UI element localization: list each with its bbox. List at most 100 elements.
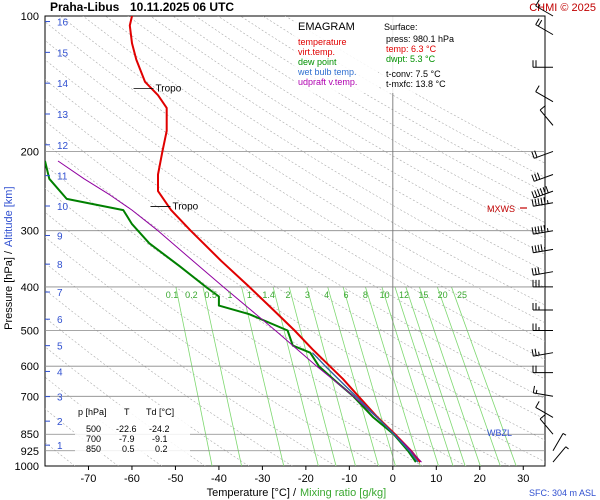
mxws-label: MXWS [487,204,515,214]
mixing-ratio-label: 1 [227,290,232,300]
wind-barb-feather [546,200,549,204]
legend-title: EMAGRAM [298,21,355,33]
altitude-tick-label: 10 [57,202,69,213]
sfc-label: SFC: 304 m ASL [529,488,596,498]
wind-barb [552,433,567,452]
wind-barb-feather [534,150,538,158]
dry-adiabat [45,21,545,342]
wind-barb [535,18,554,36]
temp-tick-label: -70 [81,473,97,485]
mixing-ratio-line [405,286,466,466]
mixing-ratio-line [436,286,501,466]
mixing-ratio-label: 12 [399,290,409,300]
wind-barb-feather [544,247,546,251]
altitude-tick-label: 4 [57,367,63,378]
mixing-ratio-label: 3 [305,290,310,300]
wind-barb [531,186,554,199]
wind-barb-staff [534,150,554,159]
mixing-ratio-label: 25 [457,290,467,300]
legend-wet-bulb: wet bulb temp. [297,67,357,77]
wind-barb [531,348,554,357]
wind-barb-feather [534,245,537,253]
wind-barb [552,446,569,463]
mixing-ratio-label: 1 [247,290,252,300]
legend-dew-point: dew point [298,57,337,67]
wind-barb-feather [543,225,546,233]
table-cell: 0.5 [122,444,135,454]
mixing-ratio-label: 2 [285,290,290,300]
pressure-tick-label: 100 [21,11,39,23]
wind-barb-staff [539,418,554,435]
time-title: 10.11.2025 06 UTC [130,0,234,14]
altitude-tick-label: 9 [57,231,63,242]
surface-tconv: t-conv: 7.5 °C [386,69,441,79]
wind-barb-feather [531,349,534,357]
mixing-ratio-label: 20 [438,290,448,300]
wind-barb-feather [531,174,535,182]
wind-barb-feather [531,199,534,207]
station-title: Praha-Libus [50,0,120,14]
wbzl-label: WBZL [487,428,512,438]
altitude-tick-label: 11 [57,172,68,183]
mixing-ratio-line [419,286,481,466]
wind-barb-feather [562,433,567,436]
wind-barb-feather [534,267,537,275]
wind-barb [532,385,554,397]
wind-barb-feather [537,244,540,252]
table-header-t: T [124,407,130,417]
wind-barb-feather [539,414,546,420]
wind-barb-feather [532,385,536,393]
mixing-ratio-line [175,286,213,466]
dry-adiabat [45,211,423,466]
mixing-ratio-label: 0.5 [204,290,217,300]
temp-tick-label: 10 [430,473,442,485]
wind-barb-feather [535,0,540,7]
altitude-tick-label: 3 [57,393,63,404]
mixing-ratio-line [202,286,242,466]
mixing-ratio-line [288,286,337,466]
legend-temperature: temperature [298,37,347,47]
wind-barb [539,414,554,435]
wind-barb [532,60,553,68]
table-cell: -9.1 [152,434,168,444]
dry-adiabat [60,16,545,324]
mixing-ratio-line [342,286,396,466]
tropopause-label: Tropo [156,84,182,95]
temp-tick-label: -20 [298,473,314,485]
wind-barb-staff [534,190,554,199]
surface-temp: temp: 6.3 °C [386,44,437,54]
surface-dwpt: dwpt: 5.3 °C [386,54,436,64]
wind-barb-staff [533,392,554,397]
temp-tick-label: 20 [474,473,486,485]
altitude-tick-label: 7 [57,288,63,299]
pressure-tick-label: 700 [21,391,39,403]
wind-barb-feather [535,18,540,25]
wind-barb-feather [531,268,534,276]
dry-adiabat [150,16,545,255]
table-cell: 700 [86,434,101,444]
y-axis-title: Pressure [hPa] / [3,250,15,330]
legend-virt-temp: virt.temp. [298,47,335,57]
wind-barb-feather [538,351,540,356]
wind-barb-feather [534,198,537,206]
mixing-ratio-label: 8 [363,290,368,300]
mixing-ratio-line [241,286,285,466]
temp-tick-label: -60 [124,473,140,485]
wind-barb-feather [537,198,540,206]
wind-barb-feather [531,227,534,235]
temp-tick-label: -50 [167,473,183,485]
temp-tick-label: 0 [390,473,396,485]
y-axis-title-altitude: Altitude [km] [3,186,15,247]
wind-barb-feather [531,245,534,253]
mixing-ratio-label: 15 [418,290,428,300]
altitude-tick-label: 16 [57,18,69,29]
wind-barb-feather [531,191,535,199]
mixing-ratio-line [394,286,454,466]
wind-barb [535,0,554,17]
x-axis-title: Temperature [°C] / [207,487,297,499]
wind-barb-feather [534,173,538,181]
dry-adiabat [172,16,545,239]
mixing-ratio-label: 6 [343,290,348,300]
table-cell: -22.6 [116,424,137,434]
surface-box [381,17,481,93]
